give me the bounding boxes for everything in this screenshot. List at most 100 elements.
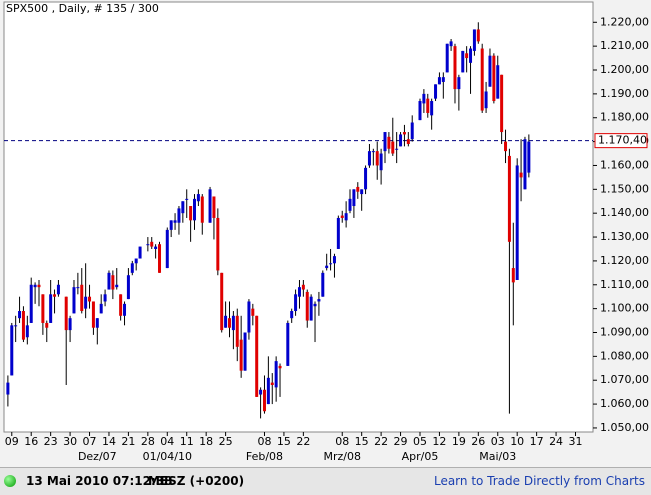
candle-body	[297, 287, 301, 297]
candle-body	[418, 101, 422, 121]
y-tick-label: 1.070,00	[600, 373, 649, 386]
x-tick-label: 11	[180, 435, 194, 448]
candle-body	[321, 272, 325, 297]
candle-body	[484, 91, 488, 109]
candle-body	[504, 141, 508, 152]
x-period-label: Mrz/08	[323, 450, 361, 463]
candle-body	[247, 301, 251, 333]
candle-body	[53, 294, 57, 297]
x-tick-label: 14	[102, 435, 116, 448]
x-tick-label: 22	[374, 435, 388, 448]
candle-body	[422, 93, 426, 104]
candle-body	[340, 215, 344, 218]
x-period-label: Mai/03	[479, 450, 516, 463]
x-tick-label: 07	[83, 435, 97, 448]
x-tick-label: 04	[160, 435, 174, 448]
candle-body	[309, 296, 313, 321]
y-tick-label: 1.100,00	[600, 302, 649, 315]
candle-body	[445, 43, 449, 73]
candle-body	[402, 132, 406, 135]
candle-body	[231, 315, 235, 331]
x-period-label: Feb/08	[246, 450, 283, 463]
candle-body	[216, 217, 220, 271]
candle-body	[348, 198, 352, 211]
candle-body	[301, 284, 305, 290]
x-tick-label: 03	[491, 435, 505, 448]
candle-body	[189, 206, 193, 221]
candle-body	[111, 275, 115, 290]
x-tick-label: 15	[355, 435, 369, 448]
promo-link[interactable]: Learn to Trade Directly from Charts	[433, 474, 645, 488]
candle-body	[158, 244, 162, 273]
candle-body	[367, 151, 371, 166]
y-tick-label: 1.180,00	[600, 111, 649, 124]
candle-body	[21, 311, 25, 340]
candle-body	[212, 196, 216, 218]
candle-body	[185, 198, 189, 200]
y-tick-label: 1.140,00	[600, 206, 649, 219]
y-tick-label: 1.090,00	[600, 325, 649, 338]
candle-body	[325, 265, 329, 269]
x-tick-label: 31	[569, 435, 583, 448]
candle-body	[488, 55, 492, 87]
candle-body	[274, 361, 278, 388]
candle-body	[91, 301, 95, 328]
x-tick-label: 29	[394, 435, 408, 448]
candle-body	[68, 318, 72, 331]
candle-body	[500, 74, 504, 133]
candle-body	[391, 141, 395, 154]
candle-body	[208, 189, 212, 223]
x-tick-label: 24	[549, 435, 563, 448]
candle-body	[181, 201, 185, 214]
candle-body	[107, 272, 111, 290]
candle-body	[196, 194, 200, 202]
price-label-box	[594, 133, 648, 149]
candle-body	[33, 284, 37, 288]
candle-body	[469, 48, 473, 63]
x-tick-label: 12	[432, 435, 446, 448]
x-tick-label: 25	[219, 435, 233, 448]
candle-body	[14, 325, 18, 327]
x-tick-label: 17	[530, 435, 544, 448]
candle-body	[37, 284, 41, 288]
candle-body	[259, 389, 263, 395]
y-tick-label: 1.110,00	[600, 278, 649, 291]
candle-body	[457, 77, 461, 90]
x-tick-label: 28	[141, 435, 155, 448]
candle-body	[154, 246, 158, 249]
candle-body	[119, 294, 123, 316]
candle-body	[344, 213, 348, 221]
candle-body	[64, 296, 68, 331]
candle-body	[332, 256, 336, 264]
candle-body	[286, 322, 290, 366]
candle-body	[523, 139, 527, 190]
y-tick-label: 1.220,00	[600, 15, 649, 28]
x-tick-label: 19	[452, 435, 466, 448]
candle-body	[126, 275, 130, 300]
candle-body	[434, 84, 438, 99]
candle-body	[465, 53, 469, 59]
candle-body	[10, 325, 14, 376]
candle-body	[399, 134, 403, 147]
price-label: 1.170,40	[598, 134, 647, 147]
candle-body	[375, 151, 379, 166]
candle-body	[437, 77, 441, 85]
x-tick-label: 30	[63, 435, 77, 448]
candle-body	[317, 299, 321, 302]
x-tick-label: 15	[277, 435, 291, 448]
candle-body	[395, 148, 399, 150]
candle-body	[266, 377, 270, 405]
candle-body	[480, 48, 484, 111]
candle-body	[130, 263, 134, 273]
candle-body	[476, 29, 480, 42]
candle-body	[56, 284, 60, 295]
x-tick-label: 23	[44, 435, 58, 448]
y-tick-label: 1.120,00	[600, 254, 649, 267]
candle-body	[511, 268, 515, 283]
y-tick-label: 1.130,00	[600, 230, 649, 243]
candle-body	[352, 189, 356, 207]
x-tick-label: 08	[257, 435, 271, 448]
candle-body	[224, 315, 228, 328]
candle-body	[41, 294, 45, 323]
candle-body	[134, 258, 138, 264]
